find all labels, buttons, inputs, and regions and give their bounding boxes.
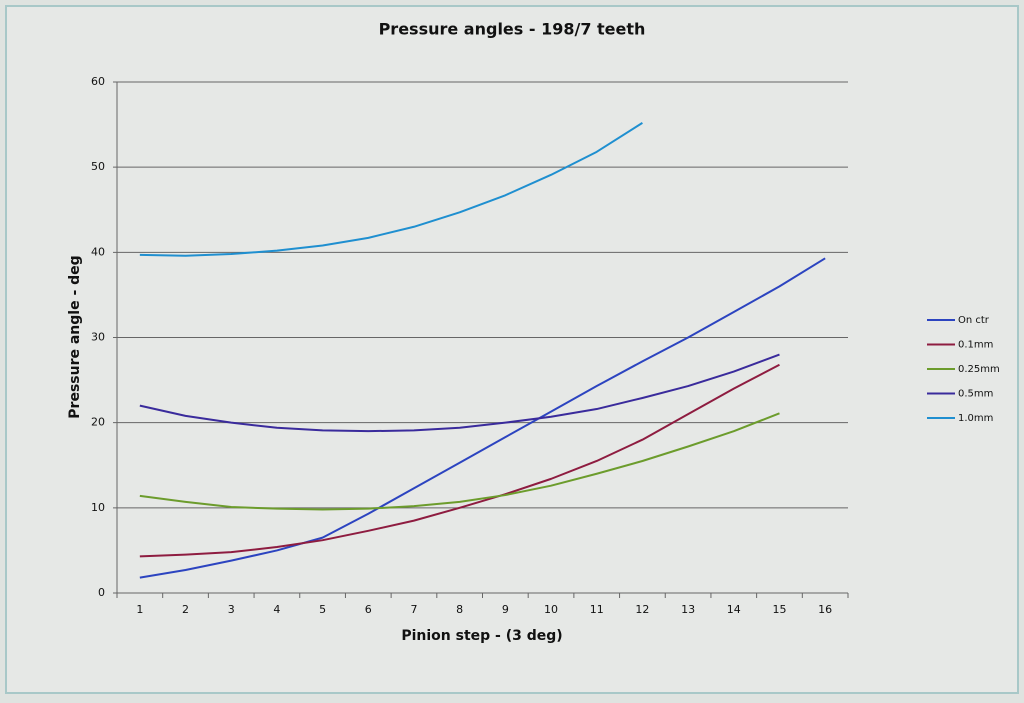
x-tick-label: 2 bbox=[182, 603, 189, 616]
x-tick-label: 9 bbox=[502, 603, 509, 616]
y-tick-label: 50 bbox=[91, 160, 105, 173]
legend-label: On ctr bbox=[958, 315, 990, 326]
x-tick-label: 7 bbox=[410, 603, 417, 616]
x-tick-label: 5 bbox=[319, 603, 326, 616]
chart-title: Pressure angles - 198/7 teeth bbox=[379, 20, 646, 39]
legend-label: 0.25mm bbox=[958, 364, 1000, 375]
legend-label: 0.5mm bbox=[958, 389, 993, 400]
y-tick-label: 60 bbox=[91, 75, 105, 88]
y-tick-label: 0 bbox=[98, 586, 105, 599]
chart-frame bbox=[5, 5, 1019, 694]
y-tick-label: 10 bbox=[91, 501, 105, 514]
series-line bbox=[139, 353, 780, 433]
legend-label: 0.1mm bbox=[958, 340, 993, 351]
x-tick-label: 3 bbox=[228, 603, 235, 616]
x-tick-label: 15 bbox=[772, 603, 786, 616]
series-line bbox=[139, 257, 826, 579]
series-line bbox=[139, 363, 780, 558]
y-axis-label: Pressure angle - deg bbox=[67, 255, 83, 418]
x-tick-label: 4 bbox=[273, 603, 280, 616]
y-tick-label: 30 bbox=[91, 331, 105, 344]
y-tick-label: 40 bbox=[91, 245, 105, 258]
series-line bbox=[139, 412, 780, 511]
x-tick-label: 10 bbox=[544, 603, 558, 616]
x-tick-label: 1 bbox=[136, 603, 143, 616]
series-line bbox=[139, 122, 643, 257]
x-tick-label: 16 bbox=[818, 603, 832, 616]
x-tick-label: 6 bbox=[365, 603, 372, 616]
x-axis-label: Pinion step - (3 deg) bbox=[401, 628, 562, 644]
y-tick-label: 20 bbox=[91, 416, 105, 429]
x-tick-label: 13 bbox=[681, 603, 695, 616]
x-tick-label: 12 bbox=[635, 603, 649, 616]
x-tick-label: 11 bbox=[590, 603, 604, 616]
x-tick-label: 8 bbox=[456, 603, 463, 616]
legend-label: 1.0mm bbox=[958, 413, 993, 424]
x-tick-label: 14 bbox=[727, 603, 741, 616]
